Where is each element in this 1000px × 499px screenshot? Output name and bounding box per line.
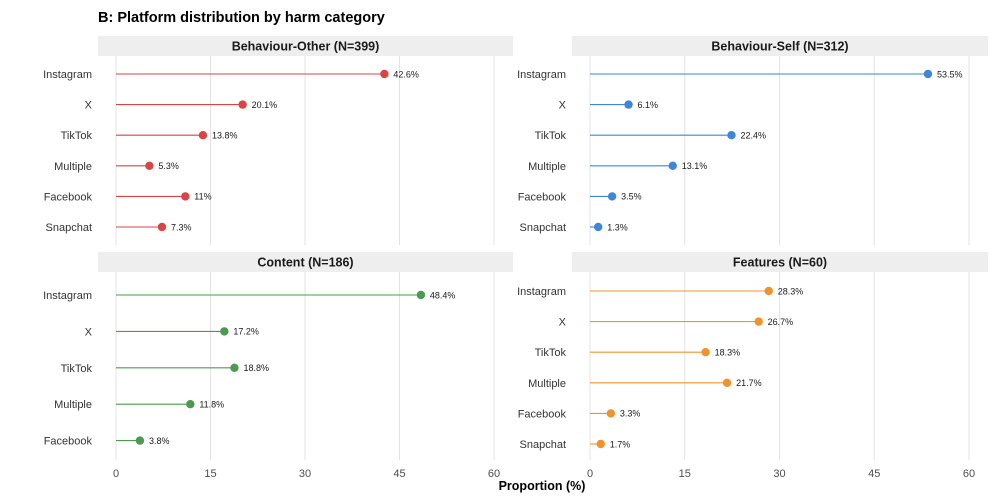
x-tick-label: 30: [773, 468, 785, 480]
value-label: 13.8%: [212, 131, 238, 141]
x-tick-label: 60: [963, 468, 975, 480]
x-tick-label: 15: [204, 468, 216, 480]
lollipop-point: [380, 69, 389, 79]
category-label: Instagram: [43, 290, 92, 302]
lollipop-point: [764, 286, 773, 296]
value-label: 1.7%: [610, 439, 631, 449]
value-label: 18.3%: [715, 348, 741, 358]
lollipop-point: [596, 439, 605, 449]
panel-title: Behaviour-Other (N=399): [232, 40, 380, 54]
lollipop-point: [157, 222, 167, 232]
lollipop-point: [923, 69, 933, 79]
value-label: 53.5%: [937, 69, 963, 79]
lollipop-point: [135, 436, 145, 445]
category-label: TikTok: [61, 130, 93, 142]
x-tick-label: 0: [587, 468, 593, 480]
lollipop-point: [624, 100, 633, 109]
panel-strip: [572, 252, 988, 272]
x-tick-label: 30: [299, 468, 311, 480]
category-label: Instagram: [517, 69, 566, 81]
value-label: 26.7%: [768, 317, 794, 327]
lollipop-point: [701, 348, 710, 357]
x-tick-label: 45: [868, 468, 880, 480]
lollipop-point: [607, 192, 617, 201]
lollipop-point: [220, 327, 229, 336]
category-label: X: [559, 317, 567, 329]
lollipop-point: [606, 409, 616, 418]
lollipop-point: [238, 100, 247, 109]
value-label: 21.7%: [736, 378, 762, 388]
category-label: Snapchat: [46, 222, 92, 234]
panel-1: Behaviour-Other (N=399) Instagram 42.6% X 20…: [43, 36, 513, 245]
panel-strip: [572, 36, 988, 56]
panel-strip: [98, 252, 513, 272]
lollipop-point: [230, 363, 239, 372]
category-label: TikTok: [61, 363, 93, 375]
lollipop-point: [722, 378, 732, 387]
x-tick-label: 60: [488, 468, 500, 480]
value-label: 3.5%: [621, 192, 642, 202]
panel-4: Features (N=60) Instagram 28.3% X 26.7% TikTo…: [517, 252, 988, 480]
x-tick-label: 15: [679, 468, 691, 480]
category-label: X: [85, 326, 93, 338]
category-label: Multiple: [54, 399, 92, 411]
category-label: TikTok: [535, 130, 567, 142]
value-label: 22.4%: [740, 131, 766, 141]
panels: Behaviour-Other (N=399) Instagram 42.6% X 20…: [43, 36, 988, 480]
lollipop-point: [186, 400, 195, 409]
category-label: Snapchat: [520, 439, 566, 451]
panel-3: Content (N=186) Instagram 48.4% X 17.2% TikTo…: [43, 252, 513, 480]
lollipop-point: [181, 192, 190, 201]
value-label: 6.1%: [638, 100, 659, 110]
category-label: Multiple: [54, 161, 92, 173]
chart-title: B: Platform distribution by harm categor…: [98, 10, 385, 26]
x-tick-label: 0: [113, 468, 119, 480]
panel-title: Behaviour-Self (N=312): [711, 40, 848, 54]
lollipop-point: [198, 131, 208, 140]
value-label: 48.4%: [430, 290, 456, 300]
lollipop-point: [727, 131, 736, 140]
category-label: Facebook: [518, 408, 567, 420]
category-label: Multiple: [528, 378, 566, 390]
lollipop-point: [754, 317, 763, 326]
value-label: 5.3%: [158, 161, 179, 171]
category-label: X: [559, 100, 567, 112]
panel-title: Content (N=186): [257, 256, 353, 270]
panel-2: Behaviour-Self (N=312) Instagram 53.5% X 6.1…: [517, 36, 988, 245]
category-label: Snapchat: [520, 222, 566, 234]
value-label: 42.6%: [393, 69, 419, 79]
value-label: 13.1%: [682, 161, 708, 171]
value-label: 1.3%: [607, 222, 628, 232]
category-label: Facebook: [44, 191, 93, 203]
x-axis-title: Proportion (%): [499, 479, 586, 493]
value-label: 3.3%: [620, 409, 641, 419]
panel-strip: [98, 36, 513, 56]
lollipop-point: [416, 290, 426, 300]
x-tick-label: 45: [393, 468, 405, 480]
value-label: 28.3%: [778, 286, 804, 296]
category-label: Facebook: [44, 436, 93, 448]
category-label: Instagram: [517, 286, 566, 298]
category-label: X: [85, 100, 93, 112]
category-label: Facebook: [518, 191, 567, 203]
lollipop-point: [145, 161, 154, 170]
value-label: 20.1%: [252, 100, 278, 110]
lollipop-point: [668, 161, 677, 170]
lollipop-point: [594, 222, 603, 232]
value-label: 3.8%: [149, 436, 170, 446]
value-label: 7.3%: [171, 222, 192, 232]
category-label: Instagram: [43, 69, 92, 81]
value-label: 11%: [194, 192, 211, 202]
category-label: Multiple: [528, 161, 566, 173]
category-label: TikTok: [535, 347, 567, 359]
value-label: 18.8%: [243, 363, 269, 373]
panel-title: Features (N=60): [733, 256, 827, 270]
value-label: 17.2%: [233, 327, 259, 337]
value-label: 11.8%: [199, 400, 224, 410]
